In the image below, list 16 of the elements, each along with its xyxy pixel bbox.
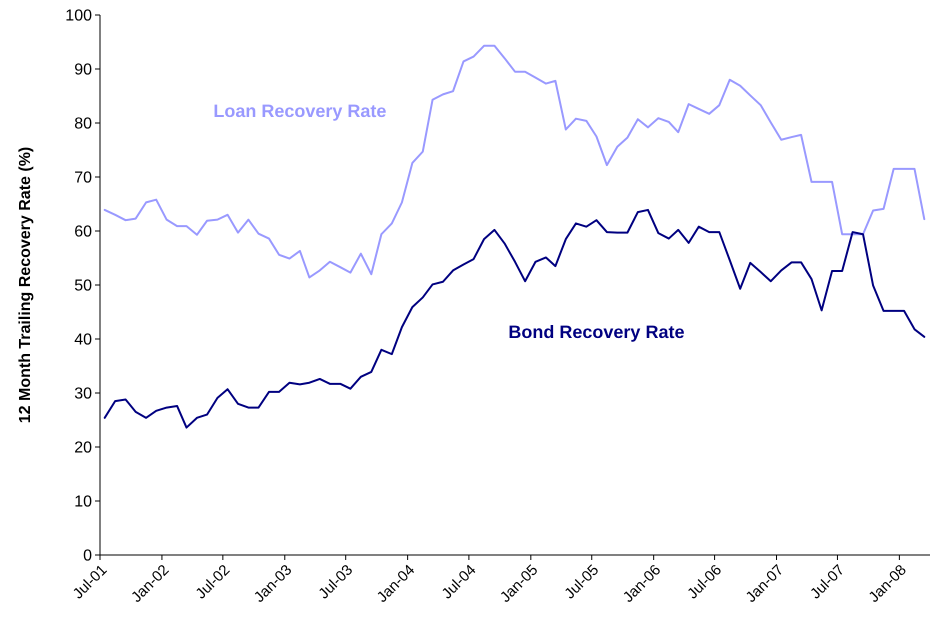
text: Loan Recovery Rate — [213, 100, 386, 121]
text: Bond Recovery Rate — [508, 322, 684, 342]
y-tick-label: 20 — [74, 440, 92, 457]
y-tick-label: 90 — [74, 62, 92, 79]
y-tick-label: 50 — [74, 278, 92, 295]
y-tick-label: 0 — [83, 548, 92, 565]
y-tick-label: 70 — [74, 170, 92, 187]
y-axis-title: 12 Month Trailing Recovery Rate (%) — [17, 146, 34, 424]
line-series — [104, 44, 926, 278]
y-tick-label: 100 — [65, 8, 92, 25]
y-tick-label: 80 — [74, 116, 92, 133]
y-tick-label: 30 — [74, 386, 92, 403]
line-series — [104, 208, 926, 429]
y-tick-label: 60 — [74, 224, 92, 241]
y-tick-label: 40 — [74, 332, 92, 349]
y-tick-label: 10 — [74, 494, 92, 511]
